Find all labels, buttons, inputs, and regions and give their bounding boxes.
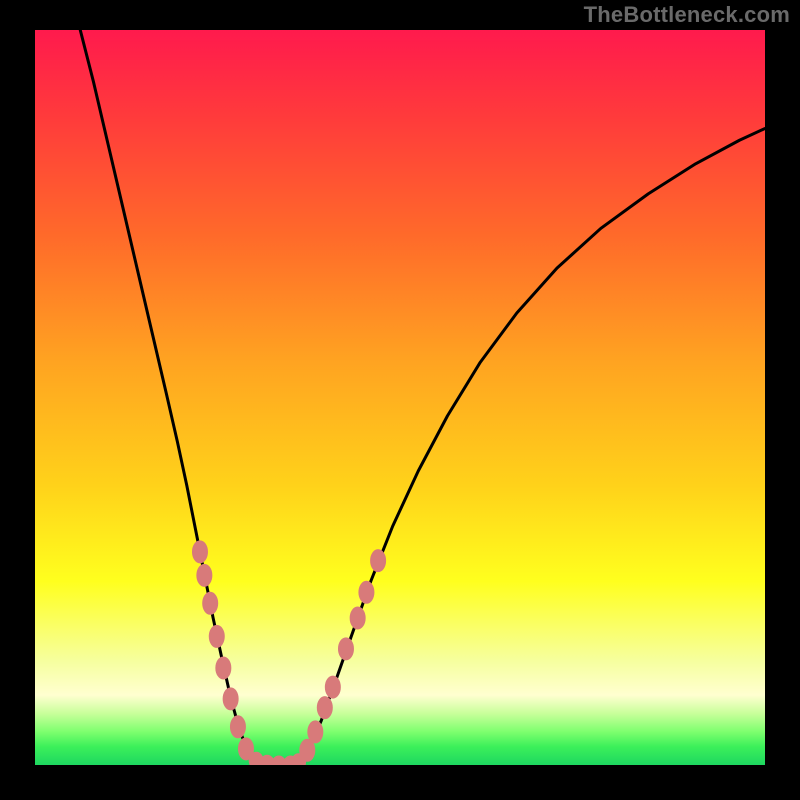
gradient-background: [35, 30, 765, 765]
bead-left: [223, 688, 238, 710]
bead-right: [308, 721, 323, 743]
bead-left: [209, 625, 224, 647]
bead-left: [230, 716, 245, 738]
bead-right: [338, 638, 353, 660]
bead-left: [216, 657, 231, 679]
bead-right: [359, 581, 374, 603]
bead-left: [203, 592, 218, 614]
bead-left: [238, 738, 253, 760]
bead-right: [371, 550, 386, 572]
bead-left: [197, 564, 212, 586]
bead-left: [192, 541, 207, 563]
bead-right: [317, 697, 332, 719]
bead-right: [325, 676, 340, 698]
plot-area: [35, 30, 765, 765]
bead-right: [350, 607, 365, 629]
watermark-text: TheBottleneck.com: [584, 2, 790, 28]
bottleneck-chart: [35, 30, 765, 765]
figure-root: TheBottleneck.com: [0, 0, 800, 800]
